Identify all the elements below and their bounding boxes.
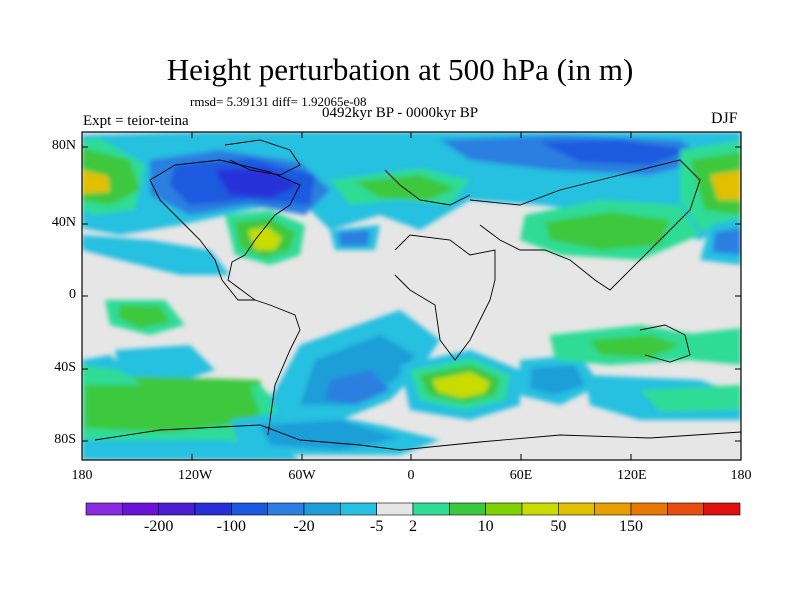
colorbar-swatch <box>521 502 559 516</box>
experiment-label: Expt = teior-teina <box>83 113 189 129</box>
season-label: DJF <box>711 110 738 127</box>
contour-region-yellow_green <box>432 372 490 398</box>
contour-field <box>82 132 741 460</box>
lon-tick-label: 180 <box>71 468 93 483</box>
colorbar-swatch <box>303 502 341 516</box>
contour-region-green <box>85 385 262 432</box>
lon-tick-label: 120E <box>617 468 647 483</box>
colorbar-swatch <box>122 502 159 516</box>
lon-tick-label: 60E <box>509 468 533 483</box>
colorbar-label: -5 <box>369 518 384 535</box>
colorbar-label: -200 <box>143 518 174 535</box>
colorbar-swatch <box>376 502 414 516</box>
colorbar-swatch <box>630 502 668 516</box>
lat-tick-label: 40N <box>51 215 76 230</box>
contour-region-yellow <box>710 170 741 200</box>
lon-tick-label: 60W <box>288 468 316 483</box>
colorbar-label: 2 <box>409 518 417 535</box>
contour-region-green <box>545 212 670 250</box>
lon-tick-label: 120W <box>178 468 213 483</box>
colorbar-label: -100 <box>216 518 246 535</box>
coastline <box>149 179 255 301</box>
lat-tick-label: 80N <box>51 138 76 153</box>
colorbar-swatch <box>267 502 305 516</box>
contour-region-blue <box>338 230 370 246</box>
colorbar-swatch <box>703 502 741 516</box>
plot-title: Height perturbation at 500 hPa (in m) <box>166 52 634 87</box>
contour-region-green <box>118 305 170 328</box>
lon-tick-label: 180 <box>730 468 752 483</box>
colorbar-swatch <box>85 502 123 516</box>
colorbar-swatch <box>558 502 595 516</box>
contour-region-blue <box>325 370 390 405</box>
coastline <box>149 159 301 301</box>
coastline <box>394 234 496 361</box>
coastline <box>384 169 471 206</box>
coastline <box>469 159 701 291</box>
colorbar-swatch <box>231 502 268 516</box>
colorbar-swatch <box>449 502 486 516</box>
colorbar-swatch <box>340 502 377 516</box>
lat-tick-label: 0 <box>69 287 76 302</box>
colorbar-label: 50 <box>550 518 567 535</box>
colorbar-swatch <box>158 502 196 516</box>
colorbar-label: 150 <box>619 518 643 535</box>
contour-region-teal_green <box>640 385 741 412</box>
colorbar-label: -20 <box>293 518 315 535</box>
stats-line: rmsd= 5.39131 diff= 1.92065e-08 <box>190 94 367 109</box>
colorbar-swatch <box>485 502 523 516</box>
colorbar <box>85 502 741 516</box>
contour-region-cyan <box>115 345 215 385</box>
coastline <box>254 299 301 436</box>
contour-region-dark_blue <box>540 140 690 165</box>
contour-region-green <box>355 175 455 200</box>
colorbar-swatch <box>594 502 632 516</box>
contour-region-blue <box>712 228 741 255</box>
contour-region-light_blue <box>260 420 400 450</box>
contour-region-cyan <box>82 235 230 275</box>
lat-tick-label: 80S <box>54 432 76 447</box>
colorbar-swatch <box>194 502 232 516</box>
lat-tick-label: 40S <box>54 360 76 375</box>
colorbar-label: 10 <box>477 518 494 535</box>
period-label: 0492kyr BP - 0000kyr BP <box>322 105 479 121</box>
coastline <box>94 424 741 451</box>
contour-region-light_blue <box>530 365 585 395</box>
colorbar-swatch <box>667 502 704 516</box>
coastline <box>224 139 301 176</box>
contour-region-yellow_green <box>248 227 282 250</box>
lon-tick-label: 0 <box>407 468 415 483</box>
coastline <box>639 324 691 363</box>
contour-region-green <box>590 335 680 358</box>
contour-region-yellow <box>82 170 110 194</box>
colorbar-swatch <box>412 502 450 516</box>
contour-region-teal_green <box>680 328 741 365</box>
